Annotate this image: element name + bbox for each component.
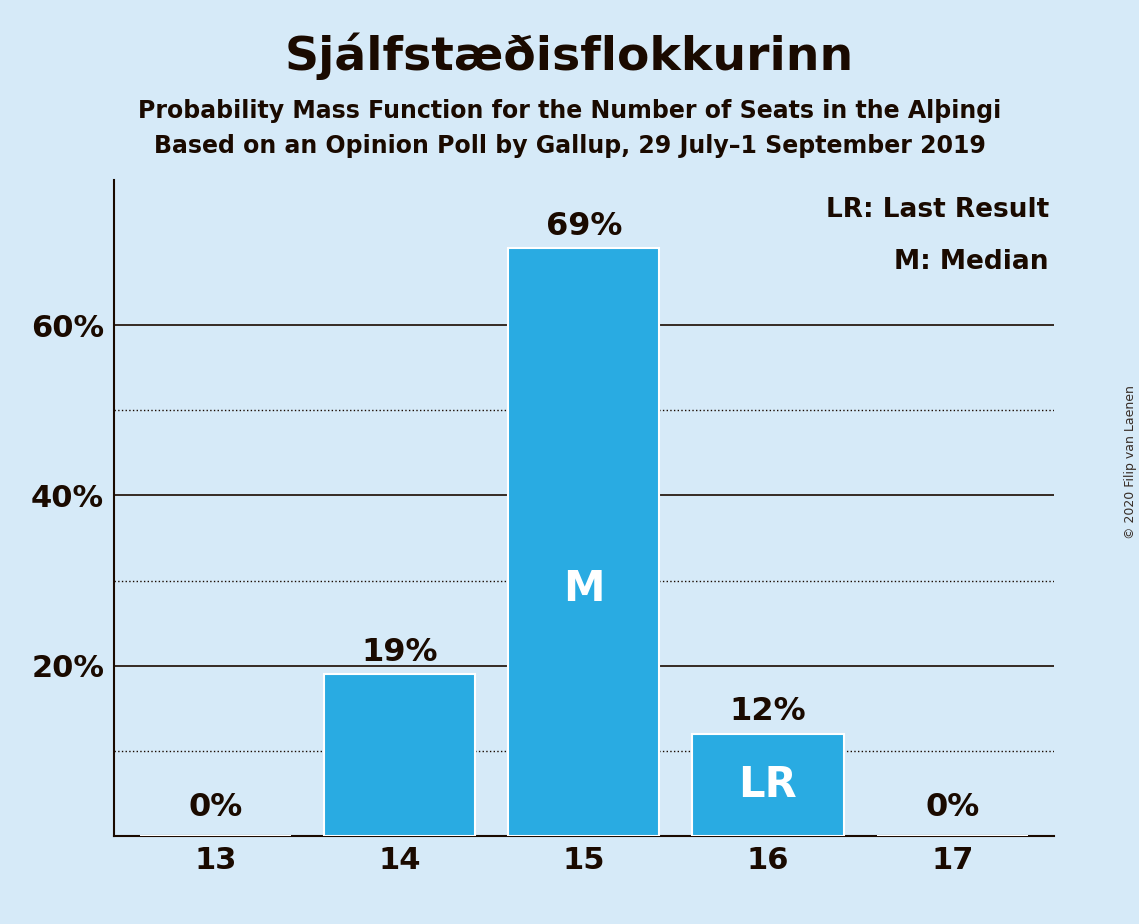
Text: 0%: 0% <box>188 793 243 823</box>
Text: Probability Mass Function for the Number of Seats in the Alþingi: Probability Mass Function for the Number… <box>138 99 1001 123</box>
Text: 12%: 12% <box>730 696 806 727</box>
Text: 19%: 19% <box>361 637 437 667</box>
Text: LR: LR <box>738 764 797 806</box>
Text: Sjálfstæðisflokkurinn: Sjálfstæðisflokkurinn <box>285 32 854 79</box>
Bar <box>508 249 659 836</box>
Text: Based on an Opinion Poll by Gallup, 29 July–1 September 2019: Based on an Opinion Poll by Gallup, 29 J… <box>154 134 985 158</box>
Text: M: M <box>563 568 605 611</box>
Text: © 2020 Filip van Laenen: © 2020 Filip van Laenen <box>1124 385 1137 539</box>
Bar <box>693 734 844 836</box>
Bar <box>323 675 475 836</box>
Text: 0%: 0% <box>925 793 980 823</box>
Text: LR: Last Result: LR: Last Result <box>826 197 1049 223</box>
Text: 69%: 69% <box>546 211 622 241</box>
Text: M: Median: M: Median <box>894 249 1049 275</box>
